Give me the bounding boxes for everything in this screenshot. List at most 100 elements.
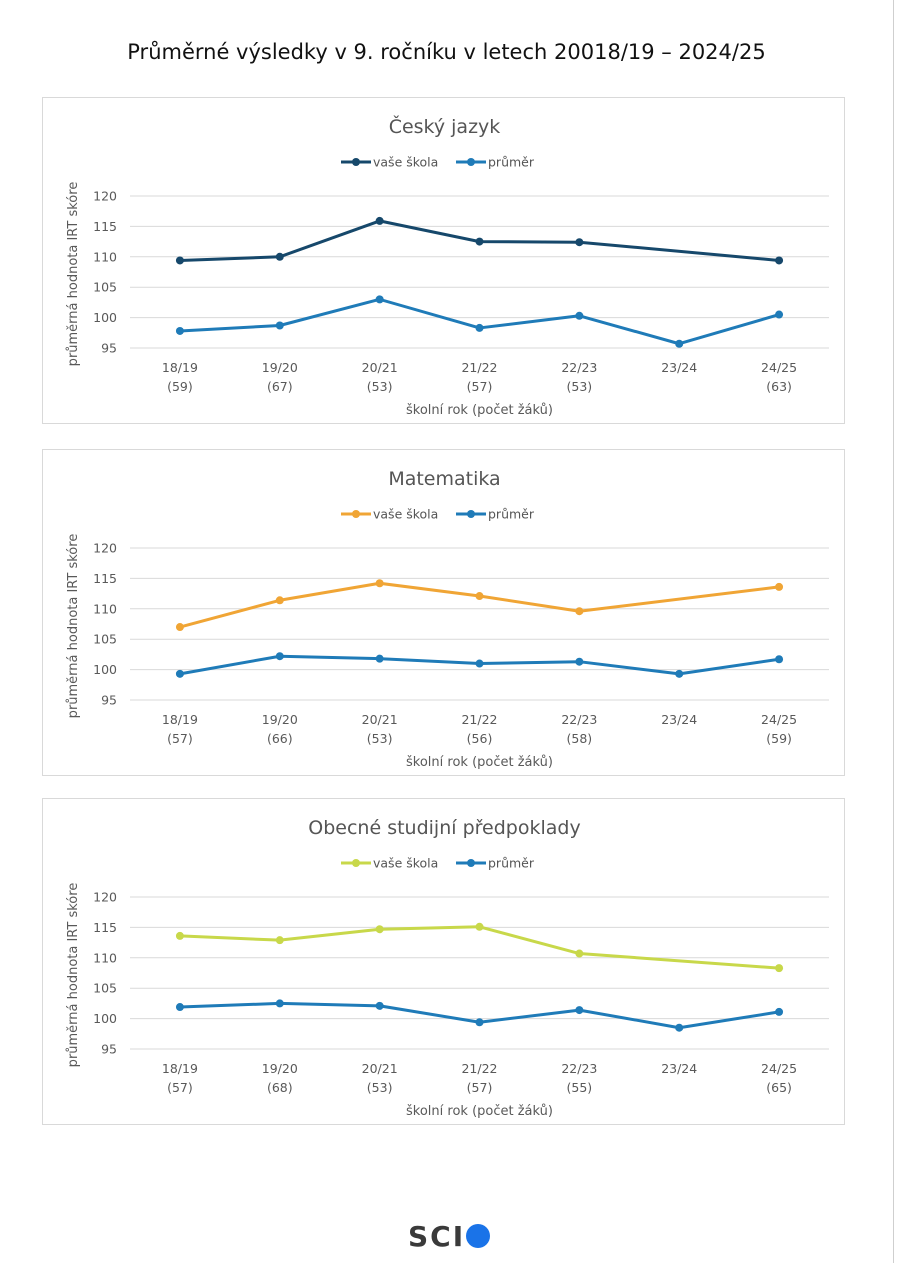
x-tick-count: (53) bbox=[367, 1080, 393, 1095]
x-tick-count: (67) bbox=[267, 379, 293, 394]
legend-label: průměr bbox=[488, 507, 535, 522]
x-tick-label: 19/20 bbox=[262, 712, 298, 727]
data-point bbox=[575, 238, 584, 247]
series-line bbox=[179, 581, 780, 629]
data-point bbox=[475, 323, 484, 332]
x-tick-count: (57) bbox=[467, 1080, 493, 1095]
y-tick-label: 120 bbox=[93, 189, 117, 204]
x-tick-label: 22/23 bbox=[561, 360, 597, 375]
scio-logo: SCI bbox=[408, 1219, 491, 1253]
chart-title: Obecné studijní předpoklady bbox=[308, 817, 580, 839]
chart-panel-matematika: Matematika vaše škola průměr 120 115 110 105 10… bbox=[42, 449, 845, 776]
data-point bbox=[475, 659, 484, 668]
line-chart: Matematika vaše škola průměr 120 115 110 105 10… bbox=[66, 468, 829, 770]
legend-item: vaše škola bbox=[341, 155, 438, 170]
y-tick-label: 115 bbox=[93, 920, 117, 935]
x-tick-count: (55) bbox=[567, 1080, 593, 1095]
data-point bbox=[575, 1006, 584, 1015]
x-tick-label: 23/24 bbox=[661, 360, 697, 375]
logo-text: SCI bbox=[408, 1219, 466, 1253]
y-tick-label: 120 bbox=[93, 541, 117, 556]
legend-swatch-marker bbox=[467, 859, 475, 867]
x-tick-label: 18/19 bbox=[162, 712, 198, 727]
x-tick-label: 21/22 bbox=[461, 712, 497, 727]
data-point bbox=[375, 216, 384, 225]
data-point bbox=[175, 669, 184, 678]
y-axis-title: průměrná hodnota IRT skóre bbox=[66, 534, 81, 719]
x-tick-label: 24/25 bbox=[761, 712, 797, 727]
data-point bbox=[575, 311, 584, 320]
data-point bbox=[175, 931, 184, 940]
y-tick-label: 110 bbox=[93, 249, 117, 264]
y-tick-label: 105 bbox=[93, 280, 117, 295]
legend-label: vaše škola bbox=[373, 155, 438, 170]
x-tick-label: 23/24 bbox=[661, 1061, 697, 1076]
legend-swatch-marker bbox=[352, 158, 360, 166]
y-tick-label: 105 bbox=[93, 632, 117, 647]
data-point bbox=[675, 339, 684, 348]
x-tick-count: (65) bbox=[766, 1080, 792, 1095]
data-point bbox=[775, 256, 784, 265]
chart-panel-cesky-jazyk: Český jazyk vaše škola průměr 120 115 110 105 1… bbox=[42, 97, 845, 424]
data-point bbox=[775, 1007, 784, 1016]
x-tick-count: (57) bbox=[167, 731, 193, 746]
legend-swatch-marker bbox=[467, 158, 475, 166]
data-point bbox=[275, 999, 284, 1008]
legend-label: vaše škola bbox=[373, 856, 438, 871]
x-tick-count: (58) bbox=[567, 731, 593, 746]
y-tick-label: 100 bbox=[93, 1011, 117, 1026]
y-tick-label: 95 bbox=[101, 1042, 117, 1057]
legend-swatch-marker bbox=[352, 859, 360, 867]
data-point bbox=[175, 1003, 184, 1012]
x-tick-label: 19/20 bbox=[262, 360, 298, 375]
data-point bbox=[775, 582, 784, 591]
x-tick-count: (53) bbox=[567, 379, 593, 394]
y-tick-label: 115 bbox=[93, 571, 117, 586]
page-title: Průměrné výsledky v 9. ročníku v letech … bbox=[127, 40, 766, 64]
legend-item: průměr bbox=[456, 856, 535, 871]
legend-item: průměr bbox=[456, 507, 535, 522]
y-tick-label: 95 bbox=[101, 693, 117, 708]
x-tick-count: (59) bbox=[167, 379, 193, 394]
y-axis-title: průměrná hodnota IRT skóre bbox=[66, 182, 81, 367]
x-tick-label: 24/25 bbox=[761, 1061, 797, 1076]
data-point bbox=[375, 295, 384, 304]
x-tick-count: (66) bbox=[267, 731, 293, 746]
data-point bbox=[475, 1018, 484, 1027]
data-point bbox=[275, 321, 284, 330]
y-tick-label: 120 bbox=[93, 890, 117, 905]
logo-dot-icon bbox=[466, 1224, 491, 1248]
x-tick-label: 22/23 bbox=[561, 712, 597, 727]
y-tick-label: 100 bbox=[93, 310, 117, 325]
x-tick-label: 23/24 bbox=[661, 712, 697, 727]
x-tick-label: 19/20 bbox=[262, 1061, 298, 1076]
x-tick-label: 18/19 bbox=[162, 360, 198, 375]
data-point bbox=[375, 925, 384, 934]
data-point bbox=[775, 655, 784, 664]
y-tick-label: 105 bbox=[93, 981, 117, 996]
data-point bbox=[275, 652, 284, 661]
legend-item: vaše škola bbox=[341, 856, 438, 871]
data-point bbox=[475, 922, 484, 931]
x-tick-label: 22/23 bbox=[561, 1061, 597, 1076]
x-tick-label: 18/19 bbox=[162, 1061, 198, 1076]
y-tick-label: 115 bbox=[93, 219, 117, 234]
x-axis-title: školní rok (počet žáků) bbox=[406, 403, 553, 418]
data-point bbox=[375, 654, 384, 663]
legend-item: vaše škola bbox=[341, 507, 438, 522]
data-point bbox=[175, 623, 184, 632]
chart-panel-osp: Obecné studijní předpoklady vaše škola prů… bbox=[42, 798, 845, 1125]
legend-swatch-marker bbox=[352, 510, 360, 518]
series-line bbox=[179, 219, 780, 262]
data-point bbox=[375, 579, 384, 588]
series-line bbox=[179, 925, 780, 970]
data-point bbox=[575, 949, 584, 958]
x-tick-label: 20/21 bbox=[362, 712, 398, 727]
y-tick-label: 110 bbox=[93, 950, 117, 965]
x-tick-count: (63) bbox=[766, 379, 792, 394]
series-line bbox=[179, 297, 780, 346]
y-axis-title: průměrná hodnota IRT skóre bbox=[66, 883, 81, 1068]
x-tick-count: (57) bbox=[167, 1080, 193, 1095]
data-point bbox=[675, 669, 684, 678]
data-point bbox=[775, 310, 784, 319]
